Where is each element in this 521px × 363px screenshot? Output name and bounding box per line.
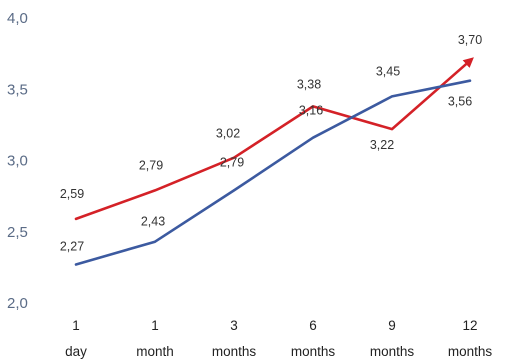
data-label: 2,43 (141, 215, 165, 229)
data-label: 2,79 (220, 155, 244, 169)
y-tick-label: 3,5 (7, 81, 28, 98)
x-tick-label: 6 (309, 318, 317, 333)
series-line-2 (74, 79, 472, 266)
data-label: 3,22 (370, 138, 394, 152)
data-label: 2,79 (139, 158, 163, 172)
series-line-1 (74, 57, 474, 221)
data-label: 3,16 (299, 104, 323, 118)
x-tick-label: 1 (72, 318, 80, 333)
x-tick-label: month (136, 344, 174, 359)
data-label: 2,59 (60, 187, 84, 201)
y-tick-label: 3,0 (7, 153, 28, 170)
data-label: 3,38 (297, 77, 321, 91)
x-tick-label: 9 (388, 318, 396, 333)
x-tick-label: 1 (151, 318, 159, 333)
data-labels: 2,59 2,79 3,02 3,38 3,22 3,70 2,27 2,43 2,79 3,16… (60, 33, 482, 254)
data-label: 3,56 (448, 95, 472, 109)
data-label: 3,70 (458, 33, 482, 47)
y-axis-ticks: 2,0 2,5 3,0 3,5 4,0 (7, 10, 28, 312)
y-tick-label: 2,0 (7, 295, 28, 312)
data-label: 2,27 (60, 240, 84, 254)
x-tick-label: months (370, 344, 415, 359)
x-tick-label: months (448, 344, 493, 359)
x-tick-label: months (212, 344, 257, 359)
data-label: 3,02 (216, 127, 240, 141)
data-label: 3,45 (376, 64, 400, 78)
x-tick-label: 12 (462, 318, 477, 333)
x-tick-label: day (65, 344, 87, 359)
x-axis-ticks: 1 day 1 month 3 months 6 months 9 months 12 months (65, 318, 492, 359)
series-lines (74, 57, 474, 266)
y-tick-label: 4,0 (7, 10, 28, 27)
x-tick-label: months (291, 344, 336, 359)
x-tick-label: 3 (230, 318, 238, 333)
y-tick-label: 2,5 (7, 224, 28, 241)
